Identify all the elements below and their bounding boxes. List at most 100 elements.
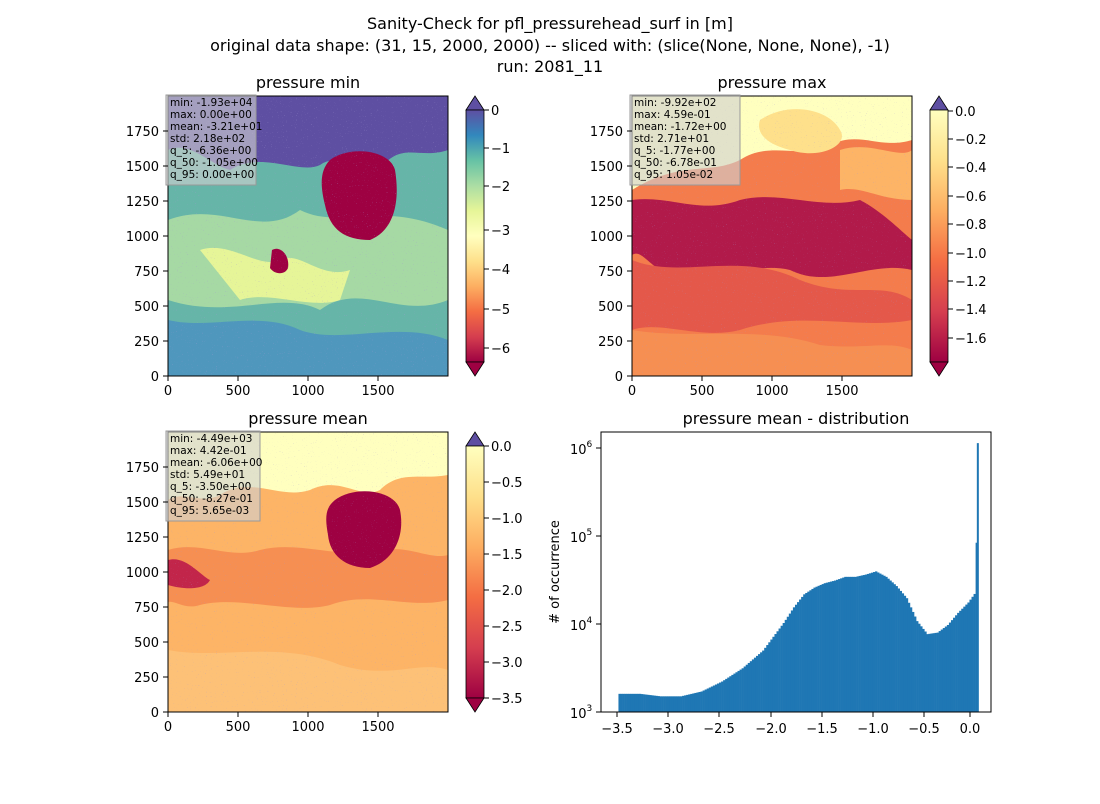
histogram-bar bbox=[975, 542, 978, 712]
colorbar-tick: −1 bbox=[484, 142, 510, 157]
histogram-bar bbox=[774, 634, 777, 712]
colorbar-tick-label: −0.8 bbox=[955, 218, 987, 233]
histogram-bar bbox=[953, 617, 956, 712]
x-tick-label: −3.5 bbox=[601, 722, 633, 737]
histogram-bar bbox=[677, 696, 681, 712]
stat-q50: q_50: -6.78e-01 bbox=[634, 157, 717, 169]
colorbar-extend-min bbox=[929, 361, 949, 377]
y-tick: 500 bbox=[598, 300, 632, 315]
histogram-bar bbox=[969, 599, 972, 712]
histogram-bar bbox=[885, 576, 888, 712]
x-tick: 1500 bbox=[825, 376, 859, 399]
colorbar-tick: −0.2 bbox=[948, 133, 987, 148]
histogram-bar bbox=[702, 690, 705, 712]
histogram-bar bbox=[690, 693, 693, 712]
histogram-bar bbox=[811, 588, 814, 712]
colorbar-bar bbox=[929, 109, 949, 363]
histogram-bar bbox=[653, 695, 656, 712]
histogram-bar bbox=[848, 576, 851, 712]
y-axis: 0 250 500 750 1000 1250 1500 1750 bbox=[126, 125, 168, 385]
histogram-bar bbox=[632, 693, 636, 712]
stat-q50: q_50: -1.05e+00 bbox=[170, 157, 258, 169]
colorbar-tick-label: −3.5 bbox=[491, 692, 523, 707]
panel-pressure-max: pressure max min: -9.92e+02 max: 4.59e-0… bbox=[590, 73, 987, 399]
histogram-bar bbox=[673, 696, 677, 712]
colorbar: 0.0 −0.2 −0.4 −0.6 −0.8 −1.0 −1.2 −1.4 −… bbox=[929, 95, 987, 377]
y-tick-label: 750 bbox=[598, 265, 623, 280]
panel-title: pressure mean bbox=[248, 409, 368, 428]
colorbar-tick: −2.0 bbox=[484, 584, 523, 599]
colorbar-tick: −2.5 bbox=[484, 620, 523, 635]
histogram-bar bbox=[710, 686, 714, 712]
histogram-bar bbox=[940, 629, 944, 712]
colorbar-tick: −5 bbox=[484, 303, 510, 318]
colorbar: 0.0 −0.5 −1.0 −1.5 −2.0 −2.5 −3.0 −3.5 bbox=[465, 431, 523, 713]
histogram-bar bbox=[870, 572, 874, 712]
histogram-bar bbox=[634, 693, 638, 712]
histogram-bar bbox=[680, 696, 683, 712]
y-tick-label: 1500 bbox=[126, 496, 159, 511]
stat-std: std: 2.18e+02 bbox=[170, 133, 245, 145]
y-tick: 1250 bbox=[126, 531, 168, 546]
y-tick: 1500 bbox=[126, 160, 168, 175]
histogram-bar bbox=[930, 633, 933, 712]
histogram-bar bbox=[649, 695, 652, 712]
histogram-bar bbox=[955, 615, 958, 712]
y-tick-label: 750 bbox=[134, 265, 159, 280]
histogram-bar bbox=[768, 642, 771, 712]
y-tick-label: 104 bbox=[570, 616, 593, 634]
colorbar-tick: −1.5 bbox=[484, 548, 523, 563]
x-tick-label: 1000 bbox=[755, 384, 788, 399]
histogram-bar bbox=[737, 670, 740, 712]
stat-min: min: -1.93e+04 bbox=[170, 97, 253, 109]
histogram-bar bbox=[762, 650, 765, 712]
y-tick: 1000 bbox=[126, 566, 168, 581]
colorbar: 0 −1 −2 −3 −4 −5 −6 bbox=[465, 95, 510, 377]
histogram-bar bbox=[864, 574, 868, 712]
y-tick-label: 1500 bbox=[590, 160, 623, 175]
x-tick: −1.5 bbox=[806, 712, 838, 737]
stat-std: std: 5.49e+01 bbox=[170, 469, 245, 481]
stat-q50: q_50: -8.27e-01 bbox=[170, 493, 253, 505]
y-tick: 1500 bbox=[126, 496, 168, 511]
histogram-bar bbox=[716, 683, 720, 712]
histogram-bar bbox=[920, 626, 923, 712]
histogram-bar bbox=[721, 681, 724, 712]
colorbar-tick: −1.4 bbox=[948, 303, 987, 318]
axes-frame bbox=[600, 431, 992, 713]
stat-mean: mean: -6.06e+00 bbox=[170, 457, 262, 469]
colorbar-extend-max bbox=[465, 95, 485, 111]
x-tick-label: 0 bbox=[628, 384, 636, 399]
histogram-bar bbox=[856, 576, 859, 712]
heatmap-image bbox=[632, 96, 912, 376]
stat-mean: mean: -1.72e+00 bbox=[634, 121, 726, 133]
histogram-bar bbox=[733, 673, 736, 712]
histogram-bar bbox=[909, 607, 913, 712]
y-tick: 1000 bbox=[126, 230, 168, 245]
y-tick: 500 bbox=[134, 636, 168, 651]
histogram-bar bbox=[846, 576, 849, 712]
histogram-bar bbox=[916, 621, 919, 712]
histogram-bar bbox=[663, 696, 666, 712]
histogram-bar bbox=[883, 575, 886, 712]
histogram-bar bbox=[745, 664, 749, 712]
y-tick-label: 250 bbox=[598, 335, 623, 350]
histogram-bar bbox=[803, 594, 806, 712]
colorbar-tick-label: −1.4 bbox=[955, 303, 987, 318]
x-tick-label: −1.5 bbox=[806, 722, 838, 737]
histogram-bar bbox=[903, 595, 907, 712]
y-tick: 106 bbox=[570, 440, 601, 458]
y-tick-label: 1750 bbox=[590, 125, 623, 140]
panel-pressure-mean: pressure mean min: -4.49e+03 max: 4.42e-… bbox=[126, 409, 523, 735]
colorbar-tick: −0.6 bbox=[948, 190, 987, 205]
histogram-bar bbox=[844, 576, 847, 712]
histogram-bar bbox=[819, 584, 822, 712]
histogram-bar bbox=[790, 610, 794, 712]
histogram-bar bbox=[645, 694, 648, 712]
x-tick: −2.0 bbox=[755, 712, 787, 737]
x-tick: −3.0 bbox=[652, 712, 684, 737]
colorbar-tick-label: −1.0 bbox=[491, 512, 523, 527]
y-tick: 1750 bbox=[126, 461, 168, 476]
histogram-bar bbox=[682, 695, 685, 712]
colorbar-tick-label: −1.5 bbox=[491, 548, 523, 563]
